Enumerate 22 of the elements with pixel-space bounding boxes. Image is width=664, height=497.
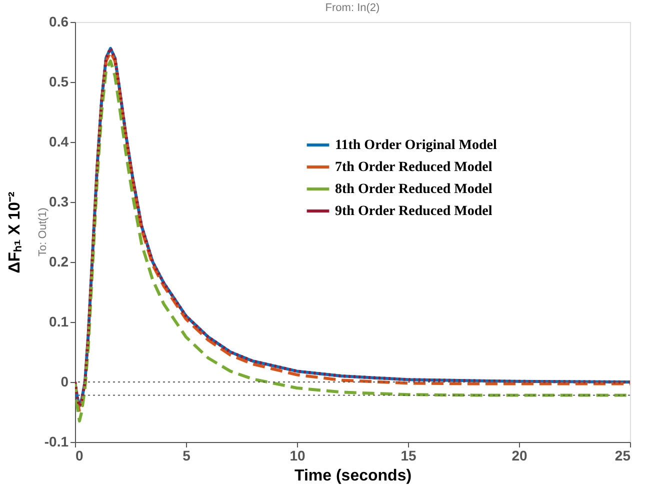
x-axis-title: Time (seconds) [294, 468, 412, 484]
legend-label: 11th Order Original Model [335, 138, 498, 153]
legend-label: 9th Order Reduced Model [335, 204, 492, 219]
y-axis-title: ΔFₕ₁ X 10⁻² [6, 192, 24, 274]
y-tick-label: 0.3 [49, 194, 69, 210]
y-tick-label: 0.6 [49, 14, 69, 30]
y-tick-label: 0.1 [49, 314, 69, 330]
x-tick-label: 5 [182, 448, 191, 464]
y-tick-label: 0.2 [49, 254, 69, 270]
legend-label: 7th Order Reduced Model [335, 160, 492, 175]
y-tick-label: -0.1 [44, 434, 69, 450]
y-tick-label: 0.4 [49, 134, 69, 150]
x-tick-label: 10 [290, 448, 306, 464]
x-tick-label: 15 [400, 448, 416, 464]
y-tick-label: 0.5 [49, 74, 69, 90]
x-tick-label: 25 [614, 448, 631, 464]
x-tick-label: 20 [512, 448, 528, 464]
chart-title: From: In(2) [325, 2, 380, 14]
text: To: Out(1) [37, 208, 49, 256]
x-tick-label: 0 [76, 448, 84, 464]
y-tick-label: 0 [60, 374, 69, 390]
legend-label: 8th Order Reduced Model [335, 182, 492, 197]
